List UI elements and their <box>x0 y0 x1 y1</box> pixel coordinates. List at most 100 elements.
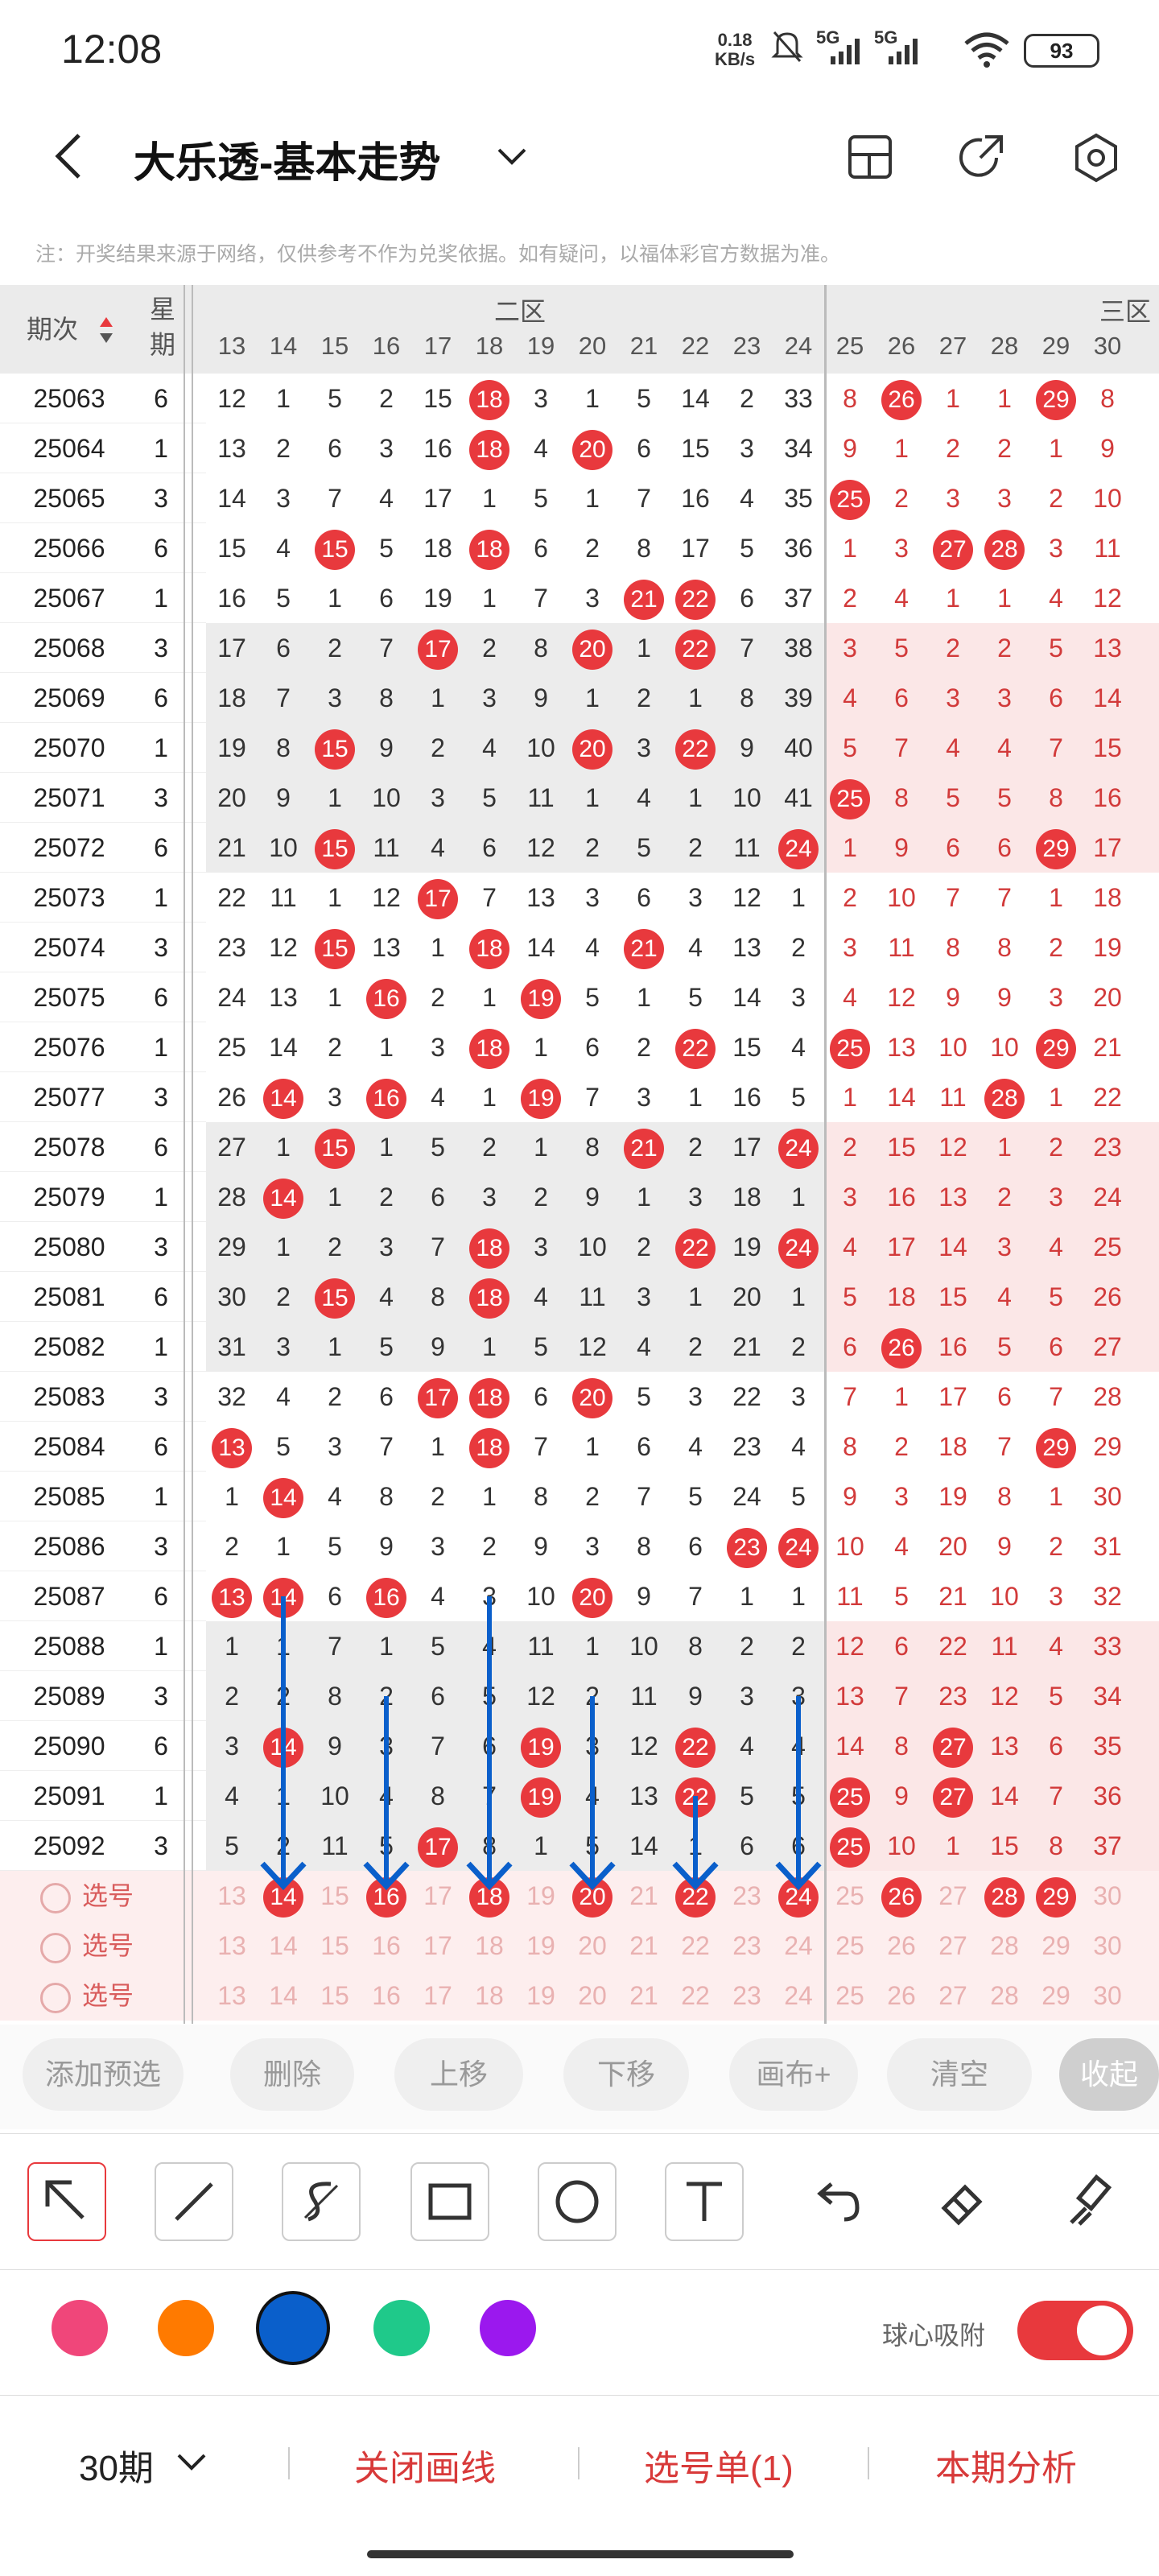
number-cell[interactable]: 3 <box>225 1732 239 1761</box>
number-cell[interactable]: 7 <box>637 1482 651 1511</box>
number-cell[interactable]: 21 <box>1093 1033 1122 1062</box>
number-cell[interactable]: 3 <box>740 434 754 463</box>
number-cell[interactable]: 8 <box>1100 384 1115 413</box>
pick-number-cell[interactable]: 22 <box>681 1931 710 1960</box>
number-cell[interactable]: 9 <box>534 1532 548 1561</box>
number-cell[interactable]: 29 <box>1093 1432 1122 1461</box>
number-cell[interactable]: 18 <box>217 683 246 712</box>
number-cell[interactable]: 9 <box>997 1532 1012 1561</box>
number-cell[interactable]: 3 <box>1049 1183 1063 1212</box>
collapse-button[interactable]: 收起 <box>1059 2038 1159 2111</box>
number-cell[interactable]: 3 <box>431 783 445 812</box>
drawn-number-ball[interactable]: 19 <box>521 1777 561 1818</box>
number-cell[interactable]: 19 <box>1093 933 1122 962</box>
number-cell[interactable]: 36 <box>784 534 813 563</box>
number-cell[interactable]: 2 <box>379 1183 394 1212</box>
color-swatch[interactable] <box>373 2300 430 2356</box>
pick-number-cell[interactable]: 30 <box>1093 1981 1122 2010</box>
number-cell[interactable]: 10 <box>629 1632 658 1661</box>
number-cell[interactable]: 10 <box>887 883 916 912</box>
number-cell[interactable]: 37 <box>784 584 813 613</box>
drawn-number-ball[interactable]: 24 <box>778 1528 819 1568</box>
number-cell[interactable]: 3 <box>328 1432 342 1461</box>
number-cell[interactable]: 3 <box>585 584 600 613</box>
line-icon[interactable] <box>155 2162 233 2241</box>
number-cell[interactable]: 10 <box>320 1781 349 1810</box>
share-icon[interactable] <box>956 132 1008 188</box>
drawn-number-ball[interactable]: 18 <box>469 929 509 969</box>
number-cell[interactable]: 18 <box>423 534 452 563</box>
number-cell[interactable]: 17 <box>412 1821 464 1871</box>
drawn-number-ball[interactable]: 29 <box>1036 829 1076 869</box>
number-cell[interactable]: 3 <box>482 683 497 712</box>
number-cell[interactable]: 4 <box>534 1282 548 1311</box>
number-cell[interactable]: 1 <box>791 1183 806 1212</box>
color-swatch[interactable] <box>158 2300 214 2356</box>
number-cell[interactable]: 1 <box>276 1133 291 1162</box>
number-cell[interactable]: 1 <box>637 1183 651 1212</box>
number-cell[interactable]: 2 <box>585 1482 600 1511</box>
number-cell[interactable]: 6 <box>843 1332 857 1361</box>
pick-number-cell[interactable]: 16 <box>372 1931 401 1960</box>
number-cell[interactable]: 6 <box>637 1432 651 1461</box>
page-title[interactable]: 大乐透-基本走势 <box>134 140 441 187</box>
number-cell[interactable]: 4 <box>276 1382 291 1411</box>
number-cell[interactable]: 4 <box>946 733 960 762</box>
number-cell[interactable]: 2 <box>894 484 909 513</box>
drawn-number-ball[interactable]: 26 <box>881 1328 922 1368</box>
number-cell[interactable]: 13 <box>372 933 401 962</box>
number-cell[interactable]: 14 <box>732 983 761 1012</box>
number-cell[interactable]: 12 <box>887 983 916 1012</box>
number-cell[interactable]: 31 <box>217 1332 246 1361</box>
number-cell[interactable]: 1 <box>585 783 600 812</box>
number-cell[interactable]: 12 <box>526 1682 555 1711</box>
number-cell[interactable]: 6 <box>482 833 497 862</box>
number-cell[interactable]: 7 <box>843 1382 857 1411</box>
number-cell[interactable]: 30 <box>217 1282 246 1311</box>
pick-number-cell[interactable]: 14 <box>258 1871 309 1921</box>
number-cell[interactable]: 14 <box>681 384 710 413</box>
pick-number-cell[interactable]: 26 <box>887 1931 916 1960</box>
pick-number-cell[interactable]: 25 <box>835 1881 864 1910</box>
number-cell[interactable]: 14 <box>938 1232 967 1261</box>
number-cell[interactable]: 1 <box>1049 883 1063 912</box>
delete-button[interactable]: 删除 <box>230 2038 354 2111</box>
number-cell[interactable]: 12 <box>578 1332 607 1361</box>
number-cell[interactable]: 20 <box>567 623 618 673</box>
number-cell[interactable]: 1 <box>843 1083 857 1112</box>
number-cell[interactable]: 3 <box>1049 534 1063 563</box>
number-cell[interactable]: 1 <box>328 1183 342 1212</box>
number-cell[interactable]: 7 <box>637 484 651 513</box>
number-cell[interactable]: 5 <box>379 534 394 563</box>
number-cell[interactable]: 4 <box>843 1232 857 1261</box>
number-cell[interactable]: 1 <box>431 933 445 962</box>
number-cell[interactable]: 1 <box>276 384 291 413</box>
number-cell[interactable]: 3 <box>328 1083 342 1112</box>
number-cell[interactable]: 40 <box>784 733 813 762</box>
pick-number-cell[interactable]: 14 <box>269 1931 298 1960</box>
drawn-number-ball[interactable]: 18 <box>469 380 509 420</box>
number-cell[interactable]: 7 <box>997 1432 1012 1461</box>
number-cell[interactable]: 3 <box>688 1183 703 1212</box>
number-cell[interactable]: 15 <box>309 1272 361 1322</box>
number-cell[interactable]: 2 <box>534 1183 548 1212</box>
pick-number-cell[interactable]: 15 <box>320 1931 349 1960</box>
number-cell[interactable]: 19 <box>423 584 452 613</box>
drawn-number-ball[interactable]: 22 <box>675 1228 716 1269</box>
drawn-number-ball[interactable]: 17 <box>418 630 458 670</box>
number-cell[interactable]: 22 <box>670 573 721 623</box>
pick-number-cell[interactable]: 23 <box>732 1931 761 1960</box>
number-cell[interactable]: 22 <box>217 883 246 912</box>
number-cell[interactable]: 6 <box>431 1183 445 1212</box>
drawn-number-ball[interactable]: 17 <box>418 1378 458 1418</box>
number-cell[interactable]: 2 <box>843 883 857 912</box>
pick-number-cell[interactable]: 27 <box>938 1931 967 1960</box>
drawn-number-ball[interactable]: 24 <box>778 829 819 869</box>
number-cell[interactable]: 22 <box>938 1632 967 1661</box>
number-cell[interactable]: 25 <box>824 1821 876 1871</box>
number-cell[interactable]: 13 <box>887 1033 916 1062</box>
drawn-number-ball[interactable]: 25 <box>830 480 870 520</box>
number-cell[interactable]: 7 <box>379 1432 394 1461</box>
number-cell[interactable]: 14 <box>887 1083 916 1112</box>
number-cell[interactable]: 39 <box>784 683 813 712</box>
